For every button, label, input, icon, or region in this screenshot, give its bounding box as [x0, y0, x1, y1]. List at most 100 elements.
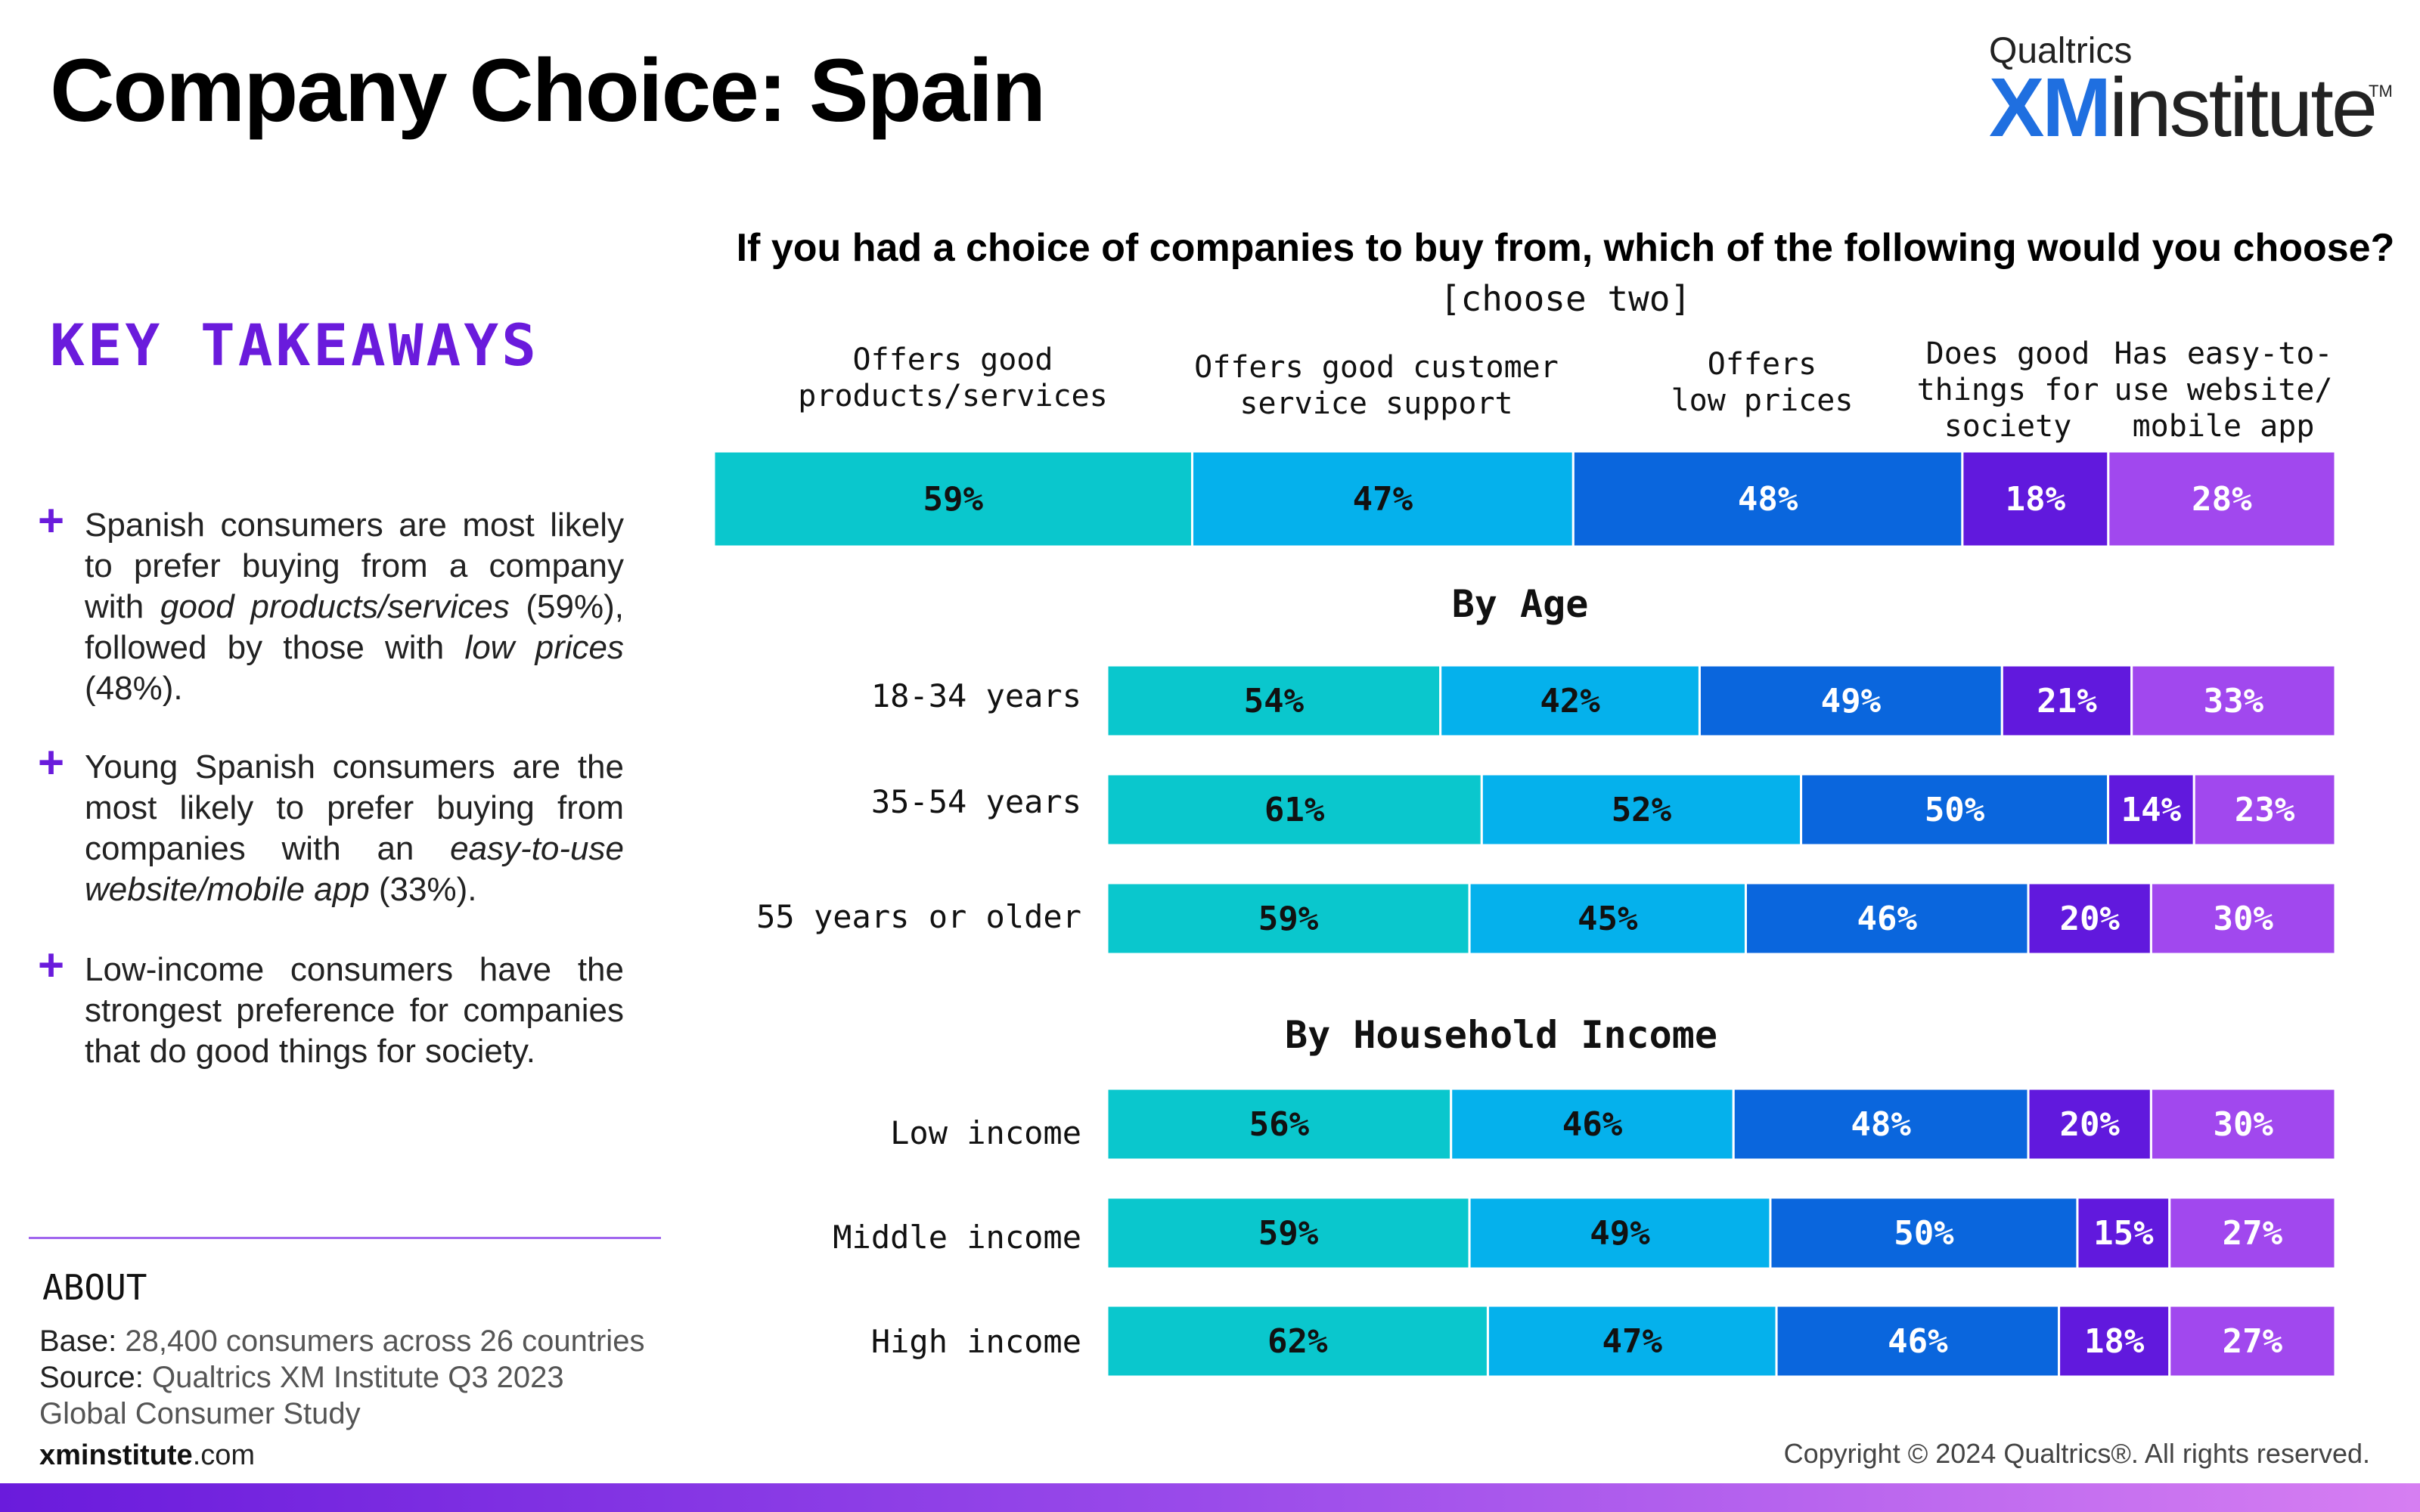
takeaway-text: Low-income consumers have the strongest …	[85, 950, 624, 1072]
income-bar-1-value-label: 56%	[1249, 1105, 1310, 1144]
income-bar-3-segment-3	[1775, 1304, 2061, 1378]
income-bar-3-value-label: 18%	[2084, 1322, 2145, 1361]
key-takeaways-heading: KEY TAKEAWAYS	[50, 311, 539, 379]
takeaway-emphasis: low prices	[464, 629, 624, 666]
base-label: Base:	[39, 1325, 117, 1358]
copyright: Copyright © 2024 Qualtrics®. All rights …	[1783, 1438, 2370, 1469]
base-text: 28,400 consumers across 26 countries	[116, 1325, 645, 1358]
column-header-prices: Offers low prices	[1634, 346, 1891, 419]
takeaway-2: + Young Spanish consumers are the most l…	[38, 740, 624, 910]
page-title: Company Choice: Spain	[50, 41, 1046, 141]
row-label-18-34: 18-34 years	[870, 677, 1081, 714]
income-bar-1-value-label: 46%	[1562, 1105, 1623, 1144]
income-bar-3-segment-4	[2058, 1304, 2171, 1378]
income-bar-2-value-label: 15%	[2093, 1214, 2154, 1253]
income-bar-2-value-label: 27%	[2223, 1214, 2283, 1253]
column-header-line: use website/	[2114, 373, 2333, 407]
row-label-middle-income: Middle income	[833, 1219, 1081, 1256]
source-label: Source:	[39, 1361, 144, 1394]
age-bar-1-value-label: 42%	[1540, 682, 1600, 720]
takeaway-3: + Low-income consumers have the stronges…	[38, 943, 624, 1072]
income-bar-2-segment-5	[2168, 1196, 2337, 1270]
section-heading-income: By Household Income	[1285, 1013, 1717, 1057]
age-bar-2-segment-2	[1480, 773, 1803, 847]
age-bar-3-segment-1	[1106, 881, 1471, 956]
overall-bar-value-label: 18%	[2006, 480, 2066, 519]
column-header-service: Offers good customer service support	[1165, 349, 1588, 422]
overall-bar-value-label: 47%	[1353, 480, 1413, 519]
age-bar-1-value-label: 33%	[2204, 682, 2264, 720]
column-header-line: low prices	[1671, 383, 1854, 418]
age-bar-3-segment-2	[1468, 881, 1747, 956]
about-heading: ABOUT	[42, 1267, 147, 1308]
overall-bar-value-label: 28%	[2192, 480, 2252, 519]
takeaway-text: Spanish consumers are most likely to pre…	[85, 505, 624, 709]
income-bar-1-value-label: 30%	[2213, 1105, 2273, 1144]
income-bar-1-value-label: 20%	[2059, 1105, 2120, 1144]
site-bold: xminstitute	[39, 1439, 193, 1471]
overall-bar-value-label: 59%	[923, 480, 983, 519]
column-header-line: things for	[1916, 373, 2099, 407]
income-bar-2-value-label: 49%	[1590, 1214, 1650, 1253]
plus-icon: +	[38, 495, 65, 546]
age-bar-3-segment-3	[1744, 881, 2030, 956]
plus-icon: +	[38, 940, 65, 990]
age-bar-3-segment-5	[2149, 881, 2337, 956]
about-base: Base: 28,400 consumers across 26 countri…	[39, 1323, 659, 1359]
income-bar-3-value-label: 47%	[1602, 1322, 1663, 1361]
age-bar-3-value-label: 20%	[2059, 900, 2120, 938]
income-bar-2-value-label: 59%	[1258, 1214, 1319, 1253]
income-bar-1-segment-2	[1450, 1087, 1735, 1161]
age-bar-2-value-label: 61%	[1264, 791, 1325, 829]
income-bar-3-value-label: 27%	[2223, 1322, 2283, 1361]
takeaway-1: + Spanish consumers are most likely to p…	[38, 498, 624, 709]
age-bar-1-segment-3	[1698, 664, 2003, 738]
income-bar-2-segment-1	[1106, 1196, 1471, 1270]
xm-institute-logo: XMinstitute	[1989, 67, 2378, 150]
column-header-line: service support	[1239, 386, 1513, 421]
section-heading-age: By Age	[1451, 582, 1589, 626]
age-bar-2-segment-5	[2192, 773, 2337, 847]
source-text: Qualtrics XM Institute Q3 2023 Global Co…	[39, 1361, 564, 1430]
age-bar-1-segment-4	[2000, 664, 2133, 738]
row-label-high-income: High income	[870, 1323, 1081, 1360]
row-label-low-income: Low income	[890, 1114, 1081, 1151]
row-label-55-plus: 55 years or older	[756, 898, 1081, 935]
logo-qualtrics-text: Qualtrics	[1989, 31, 2133, 71]
income-bar-1-segment-3	[1732, 1087, 2030, 1161]
column-header-society: Does good things for society	[1906, 336, 2110, 445]
column-header-products: Offers good products/services	[756, 342, 1150, 414]
takeaway-run: (33%).	[369, 871, 477, 908]
overall-bar-segment-5	[2107, 450, 2337, 548]
logo-trademark: TM	[2369, 82, 2393, 101]
age-bar-1-value-label: 54%	[1244, 682, 1305, 720]
income-bar-3-segment-1	[1106, 1304, 1489, 1378]
income-bar-1-segment-5	[2149, 1087, 2337, 1161]
logo-xm-text: XM	[1989, 61, 2111, 154]
column-header-website: Has easy-to-use website/mobile app	[2102, 336, 2344, 445]
age-bar-3-value-label: 59%	[1258, 900, 1319, 938]
column-header-line: Has easy-to-	[2114, 336, 2333, 371]
age-bar-2-value-label: 50%	[1925, 791, 1985, 829]
income-bar-3-value-label: 62%	[1267, 1322, 1328, 1361]
age-bar-1-value-label: 49%	[1821, 682, 1882, 720]
bottom-gradient-bar	[0, 1483, 2420, 1512]
row-label-35-54: 35-54 years	[870, 783, 1081, 820]
age-bar-2-value-label: 14%	[2121, 791, 2182, 829]
age-bar-3-segment-4	[2027, 881, 2152, 956]
column-header-line: products/services	[798, 379, 1108, 414]
age-bar-2-value-label: 23%	[2235, 791, 2295, 829]
takeaway-emphasis: easy-to-use website/mobile app	[85, 830, 624, 908]
age-bar-3-value-label: 46%	[1857, 900, 1917, 938]
site-link[interactable]: xminstitute.com	[39, 1439, 255, 1472]
site-rest: .com	[192, 1439, 256, 1471]
takeaway-text: Young Spanish consumers are the most lik…	[85, 747, 624, 910]
column-header-line: society	[1944, 409, 2072, 444]
takeaway-run: Spanish consumers are most likely to pre…	[85, 507, 624, 625]
about-divider	[29, 1237, 661, 1239]
age-bar-3-value-label: 45%	[1578, 900, 1638, 938]
income-bar-2-segment-3	[1769, 1196, 2079, 1270]
plus-icon: +	[38, 737, 65, 788]
about-source: Source: Qualtrics XM Institute Q3 2023 G…	[39, 1359, 659, 1432]
age-bar-2-value-label: 52%	[1612, 791, 1672, 829]
